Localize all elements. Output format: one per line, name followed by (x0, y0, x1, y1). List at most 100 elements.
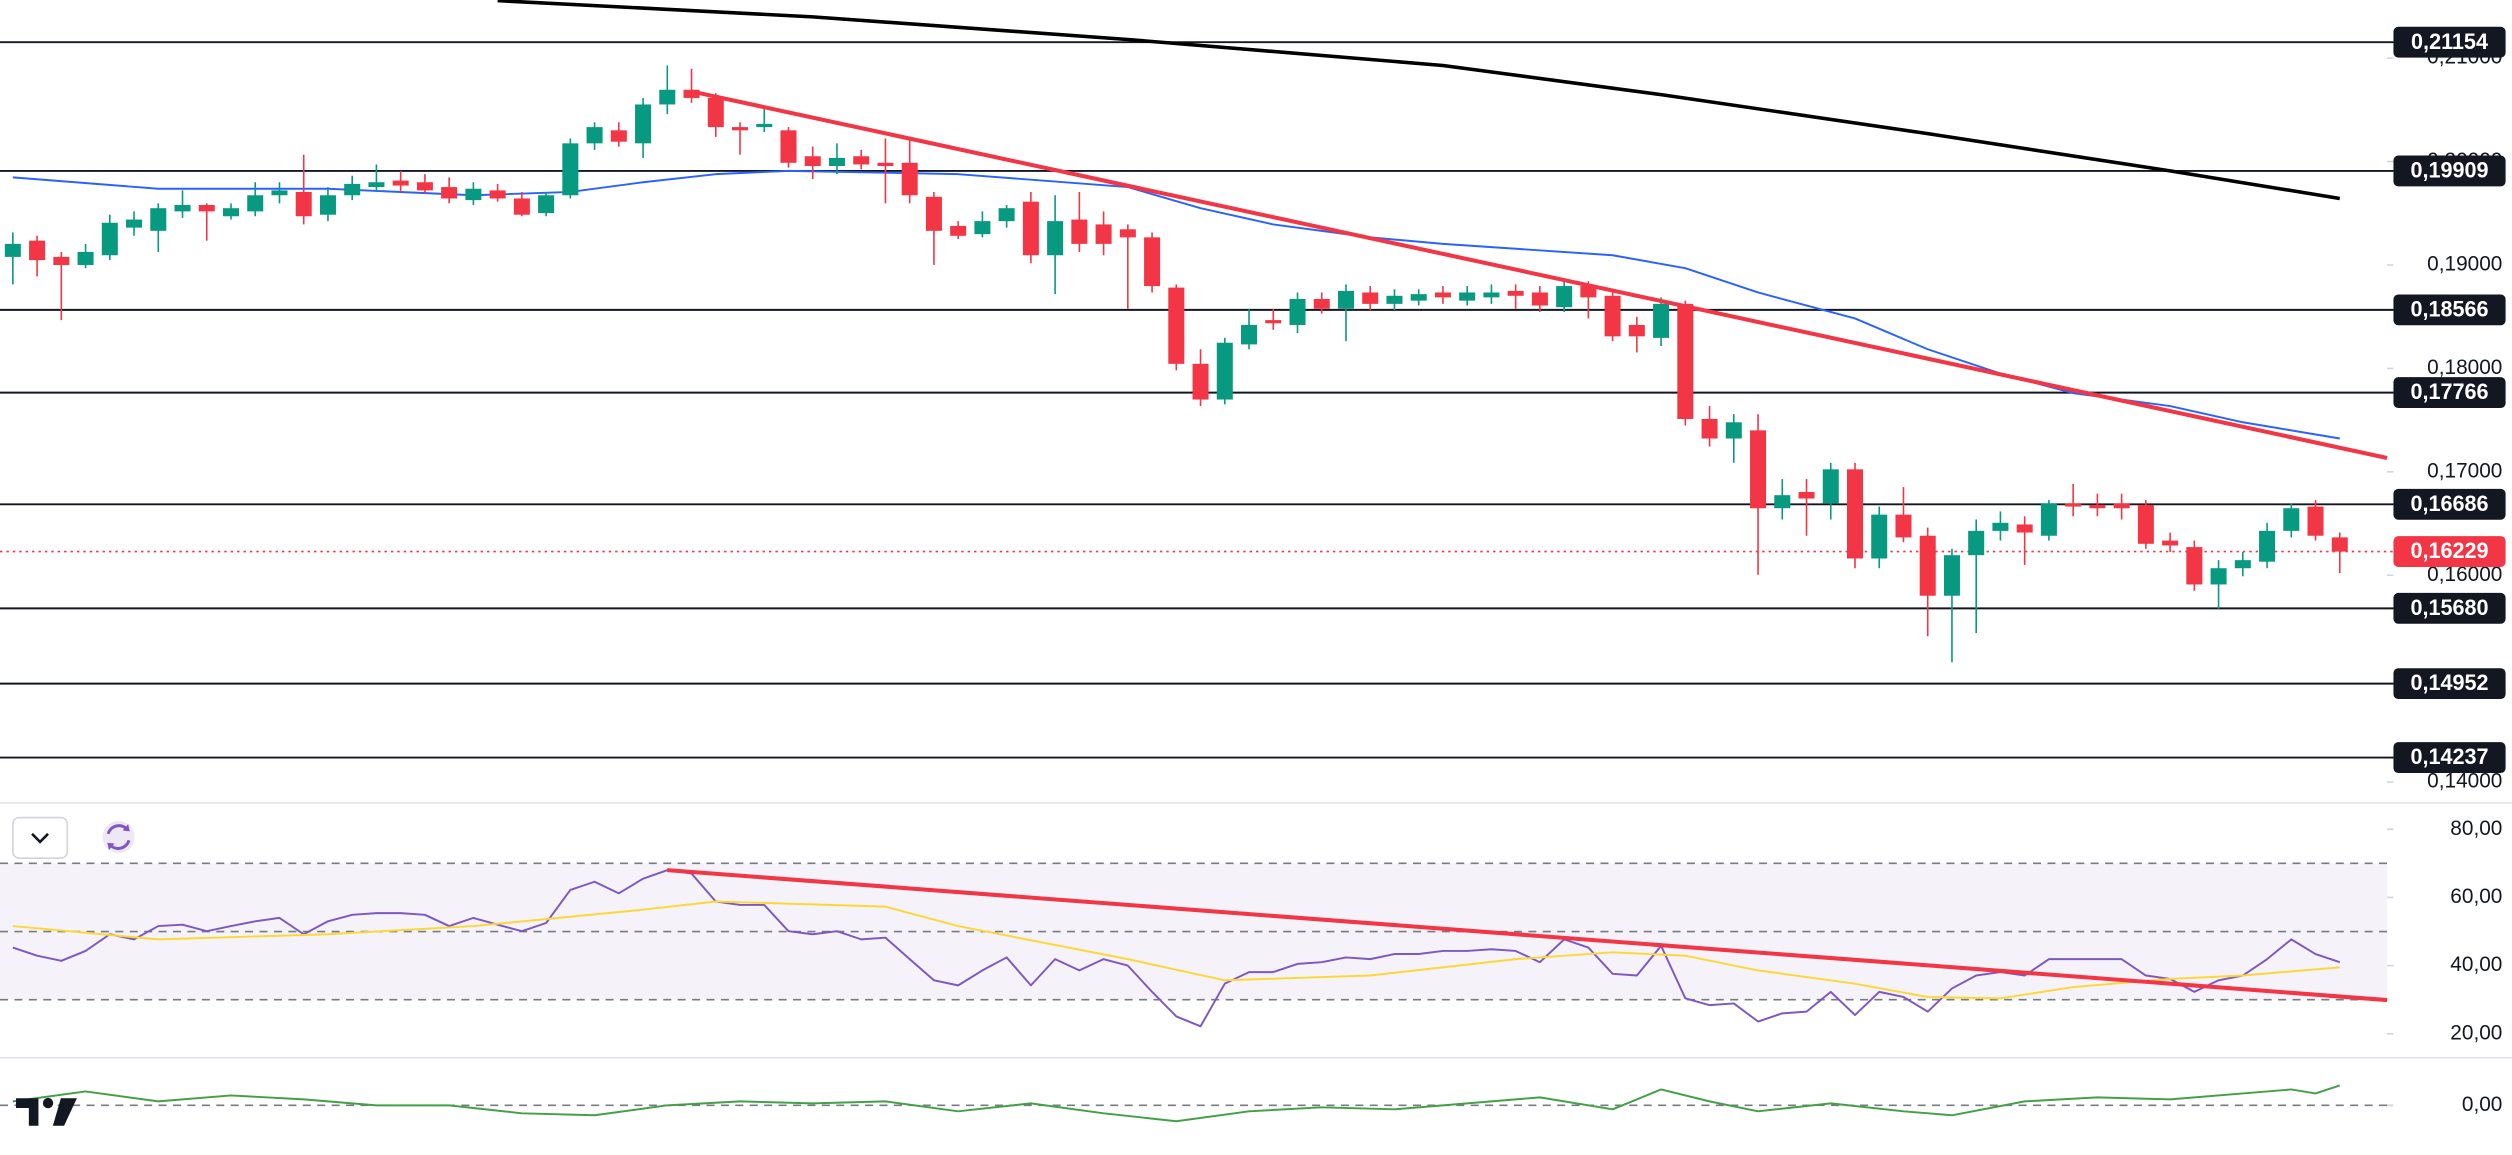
candle-body (1871, 514, 1888, 559)
level-label: 0,14237 (2410, 744, 2488, 769)
candle-body (1943, 555, 1960, 596)
candle-body (1531, 292, 1548, 306)
candle-body (101, 222, 118, 256)
trendline (691, 89, 2388, 460)
level-label-box (2393, 294, 2506, 326)
candle-body (635, 104, 652, 144)
candle-body (1919, 535, 1936, 596)
candle-body (853, 156, 870, 165)
last-price-box (2393, 536, 2506, 567)
level-label: 0,21154 (2411, 29, 2488, 54)
logo-part[interactable] (16, 1098, 39, 1126)
y-tick-label: 0,17000 (2427, 459, 2502, 482)
y-tick-label: 0,19000 (2427, 252, 2502, 275)
candle-body (877, 162, 894, 166)
candle-body (804, 156, 821, 166)
candle-body (1677, 303, 1694, 419)
candle-body (1483, 292, 1500, 298)
candle-body (1628, 324, 1645, 337)
candle-body (319, 195, 336, 215)
last-price-label: 0,16229 (2410, 538, 2488, 563)
candle-body (465, 188, 482, 201)
candle-body (780, 130, 797, 163)
candle-body (416, 182, 433, 191)
candle-body (2186, 547, 2203, 585)
trendline (667, 868, 2388, 1003)
candle-body (1071, 219, 1088, 244)
candle-body (247, 195, 264, 212)
candle-body (222, 208, 240, 217)
candle-body (1289, 298, 1306, 325)
level-label-box (2393, 26, 2506, 58)
y-tick-label: 0,18000 (2427, 356, 2502, 379)
candle-body (441, 187, 458, 199)
candle-body (126, 219, 143, 228)
chevron-icon[interactable] (31, 832, 49, 844)
candle-body (2162, 540, 2179, 546)
candle-body (2307, 506, 2324, 536)
candle-body (756, 123, 773, 128)
level-label: 0,16686 (2410, 491, 2488, 516)
candle-body (1968, 530, 1985, 556)
rsi-band (0, 863, 2388, 1000)
candle-body (368, 182, 385, 188)
candle-body (513, 198, 530, 215)
candle-body (1798, 491, 1815, 499)
candle-body (198, 204, 215, 212)
level-label: 0,19909 (2410, 157, 2488, 182)
candle-body (538, 195, 555, 214)
candle-body (1846, 469, 1864, 559)
candle-body (1822, 469, 1839, 504)
candle-body (489, 190, 506, 199)
candle-body (828, 157, 845, 166)
candle-body (707, 97, 724, 128)
level-label-box (2393, 592, 2506, 624)
candle-body (2331, 537, 2348, 552)
candle-body (1022, 201, 1039, 256)
candle-body (1434, 292, 1451, 298)
level-label: 0,14952 (2410, 670, 2488, 695)
refresh-button[interactable] (102, 820, 135, 854)
candle-body (1774, 495, 1791, 509)
candle-body (2283, 508, 2300, 531)
indicator-line (12, 869, 2341, 1028)
level-label-box (2393, 155, 2506, 187)
candle-body (77, 251, 94, 265)
candle-body (2137, 504, 2154, 544)
refresh-arrows[interactable] (107, 824, 130, 851)
candle-body (295, 191, 312, 217)
candle-body (586, 127, 603, 144)
y-tick-label: 0,00 (2462, 1093, 2503, 1116)
level-label: 0,18566 (2410, 296, 2488, 321)
level-label-box (2393, 668, 2506, 700)
candle-body (271, 190, 288, 196)
level-label-box (2393, 742, 2506, 773)
candle-body (2234, 560, 2251, 569)
candle-body (659, 89, 676, 105)
candle-body (2089, 504, 2106, 509)
candle-body (998, 208, 1015, 222)
candle-body (392, 180, 409, 186)
candle-body (1386, 295, 1403, 304)
y-tick-label: 0,16000 (2427, 563, 2502, 586)
level-label: 0,17766 (2410, 379, 2488, 404)
candle-body (174, 204, 191, 212)
candle-body (1047, 221, 1064, 256)
indicator-line (12, 1084, 2341, 1123)
collapse-button[interactable] (12, 816, 69, 859)
candle-body (1144, 237, 1161, 287)
candle-body (1313, 298, 1330, 309)
level-label-box (2393, 377, 2506, 409)
candle-body (1580, 286, 1597, 298)
candle-body (1216, 342, 1233, 400)
logo-part[interactable] (42, 1097, 54, 1109)
candle-body (2065, 503, 2082, 507)
y-tick-label: 80,00 (2450, 817, 2502, 840)
indicator-line (12, 900, 2340, 1000)
candle-body (150, 208, 167, 231)
candle-body (1701, 418, 1718, 439)
button-frame[interactable] (12, 816, 69, 859)
candle-body (732, 127, 749, 131)
